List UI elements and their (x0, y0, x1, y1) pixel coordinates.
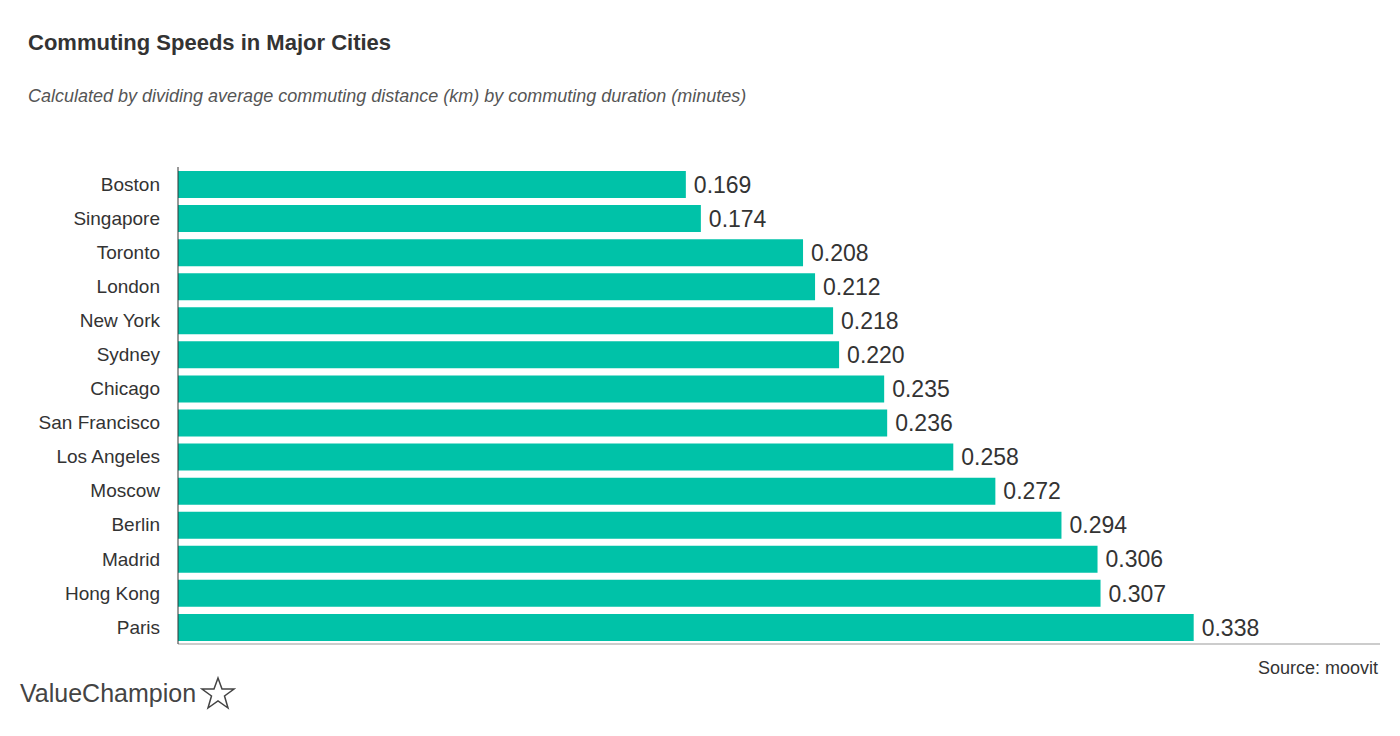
svg-text:Toronto: Toronto (97, 242, 160, 263)
svg-text:0.235: 0.235 (892, 376, 950, 402)
html-text:Source: moovit: Source: moovit (1257, 658, 1378, 678)
svg-text:Hong Kong: Hong Kong (65, 583, 160, 604)
html-text:Commuting Speeds in Major Citi: Commuting Speeds in Major Cities (28, 30, 391, 55)
svg-text:New York: New York (80, 310, 161, 331)
svg-text:Madrid: Madrid (102, 549, 160, 570)
svg-text:San Francisco: San Francisco (39, 412, 160, 433)
svg-text:0.169: 0.169 (694, 172, 752, 198)
svg-text:0.218: 0.218 (841, 308, 899, 334)
html-text:Calculated by dividing average: Calculated by dividing average commuting… (28, 86, 747, 106)
svg-text:Singapore: Singapore (73, 208, 160, 229)
svg-text:Sydney: Sydney (97, 344, 161, 365)
svg-text:Los Angeles: Los Angeles (56, 446, 160, 467)
svg-text:0.174: 0.174 (709, 206, 767, 232)
svg-text:0.258: 0.258 (961, 444, 1019, 470)
svg-text:0.220: 0.220 (847, 342, 905, 368)
svg-text:Berlin: Berlin (111, 514, 160, 535)
svg-text:0.294: 0.294 (1069, 512, 1127, 538)
svg-text:0.307: 0.307 (1109, 581, 1167, 607)
svg-text:Chicago: Chicago (90, 378, 160, 399)
svg-text:0.272: 0.272 (1003, 478, 1061, 504)
svg-text:0.306: 0.306 (1106, 546, 1164, 572)
svg-text:London: London (97, 276, 160, 297)
html-text:ValueChampion: ValueChampion (20, 678, 196, 707)
svg-text:0.212: 0.212 (823, 274, 881, 300)
svg-text:Boston: Boston (101, 174, 160, 195)
svg-text:0.338: 0.338 (1202, 615, 1260, 641)
svg-text:Moscow: Moscow (90, 480, 160, 501)
svg-text:Paris: Paris (117, 617, 160, 638)
svg-text:0.208: 0.208 (811, 240, 869, 266)
svg-text:0.236: 0.236 (895, 410, 953, 436)
